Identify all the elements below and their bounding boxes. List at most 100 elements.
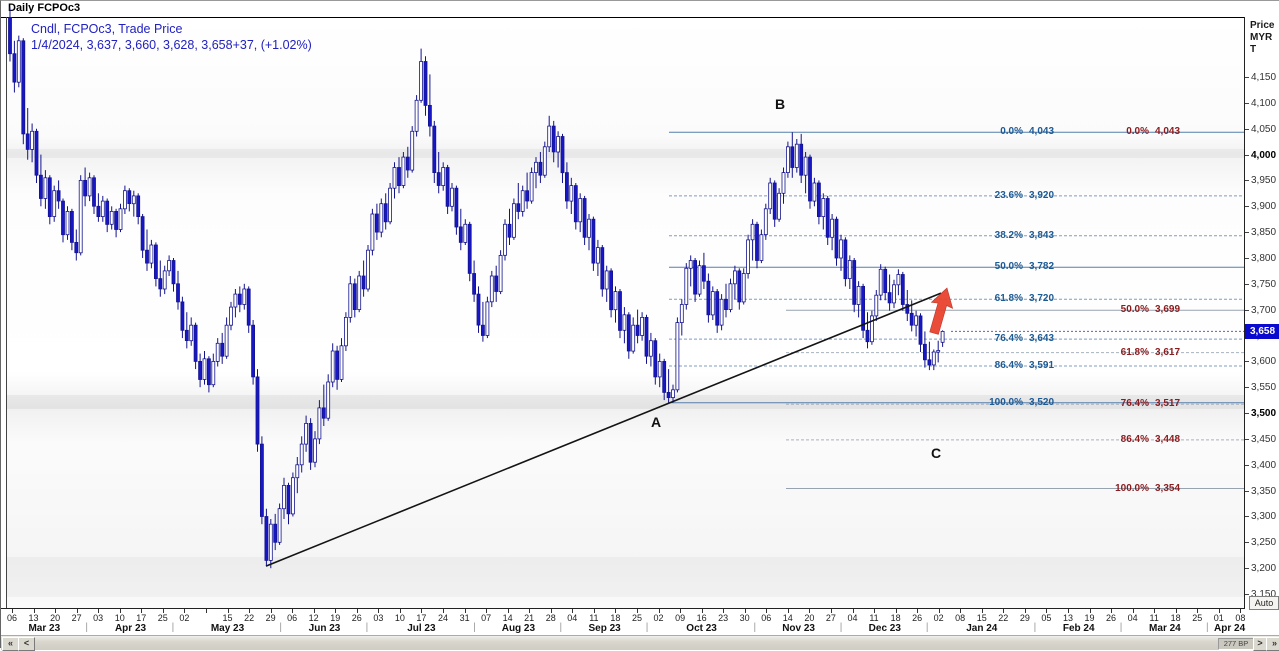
time-tick-mark xyxy=(421,609,423,613)
time-tick-label: 27 xyxy=(825,613,836,623)
time-tick-mark xyxy=(960,609,962,613)
time-tick-label: 15 xyxy=(222,613,233,623)
time-tick-label: 02 xyxy=(653,613,664,623)
shade-band xyxy=(7,557,1244,597)
time-tick-label: 26 xyxy=(912,613,923,623)
price-tick-label: 3,750 xyxy=(1251,279,1277,290)
time-tick-mark xyxy=(550,609,552,613)
price-tick-mark xyxy=(1245,103,1249,104)
time-tick-mark xyxy=(874,609,875,613)
price-tick-mark xyxy=(1245,284,1249,285)
time-tick-label: 06 xyxy=(6,613,17,623)
time-tick-mark xyxy=(529,609,531,613)
time-tick-label: 23 xyxy=(718,613,729,623)
month-separator: | xyxy=(1033,622,1037,633)
price-axis: Price MYR T 4,150 4,100 4,050 4,000 3,950 3,9… xyxy=(1245,17,1279,610)
price-tick-label: 3,900 xyxy=(1251,201,1277,212)
time-tick-label: 21 xyxy=(524,613,535,623)
time-tick-mark xyxy=(486,609,488,613)
time-tick-label: 17 xyxy=(136,613,147,623)
time-tick-mark xyxy=(766,609,768,613)
price-axis-border xyxy=(1244,17,1245,609)
time-tick-mark xyxy=(680,609,682,613)
time-tick-label: 17 xyxy=(416,613,427,623)
time-tick-label: 11 xyxy=(1149,613,1159,623)
time-tick-label: 03 xyxy=(373,613,384,623)
time-tick-mark xyxy=(399,609,401,613)
price-tick-mark xyxy=(1245,206,1249,207)
time-axis: 06 13 20 27 03 10 17 25 02 15 22 29 06 12 19 26 03 10 17 24… xyxy=(1,608,1245,637)
month-separator: | xyxy=(171,622,175,633)
time-tick-mark xyxy=(76,609,78,613)
page-title: Daily FCPOc3 xyxy=(8,2,81,14)
price-tick-label: 4,100 xyxy=(1251,98,1277,109)
scroll-first-button[interactable]: « xyxy=(2,637,19,651)
time-tick-label: 28 xyxy=(545,613,556,623)
trend-line[interactable] xyxy=(265,292,942,567)
price-tick-mark xyxy=(1245,180,1249,181)
time-tick-label: 26 xyxy=(351,613,362,623)
time-tick-mark xyxy=(292,609,294,613)
time-tick-label: 20 xyxy=(804,613,815,623)
price-tick-label: 3,550 xyxy=(1251,382,1277,393)
price-tick-label: 3,400 xyxy=(1251,460,1277,471)
month-separator: | xyxy=(925,622,929,633)
month-label: Apr 24 xyxy=(1214,623,1246,634)
chart-canvas[interactable] xyxy=(1,1,1245,609)
time-tick-mark xyxy=(141,609,143,613)
title-bar: Daily FCPOc3 xyxy=(1,1,1279,18)
price-tick-label: 3,700 xyxy=(1251,305,1277,316)
time-tick-mark xyxy=(55,609,57,613)
price-tick-mark xyxy=(1245,542,1249,543)
time-tick-label: 05 xyxy=(1041,613,1052,623)
time-tick-label: 25 xyxy=(631,613,642,623)
time-tick-mark xyxy=(1046,609,1048,613)
time-tick-mark xyxy=(917,609,919,613)
auto-scale-button[interactable]: Auto xyxy=(1249,596,1279,610)
time-tick-label: 11 xyxy=(869,613,879,623)
time-tick-label: 03 xyxy=(93,613,104,623)
month-label: May 23 xyxy=(210,623,245,634)
time-tick-mark xyxy=(98,609,100,613)
time-tick-mark xyxy=(981,609,983,613)
time-tick-mark xyxy=(464,609,466,613)
time-tick-label: 22 xyxy=(998,613,1009,623)
price-tick-mark xyxy=(1245,129,1249,130)
price-tick-label: 3,850 xyxy=(1251,227,1277,238)
plot-left-border xyxy=(6,17,7,609)
time-tick-mark xyxy=(1003,609,1005,613)
price-tick-label: 3,600 xyxy=(1251,356,1277,367)
time-tick-label: 07 xyxy=(481,613,492,623)
time-tick-mark xyxy=(1154,609,1156,613)
time-tick-mark xyxy=(335,609,337,613)
scroll-prev-button[interactable]: < xyxy=(18,637,35,651)
price-tick-label: 3,800 xyxy=(1251,253,1277,264)
scroll-next-button[interactable]: > xyxy=(1253,637,1267,651)
scroll-last-button[interactable]: » xyxy=(1266,637,1279,651)
time-tick-mark xyxy=(249,609,251,613)
price-tick-label: 3,200 xyxy=(1251,563,1277,574)
time-tick-mark xyxy=(830,609,832,613)
price-tick-label: 3,450 xyxy=(1251,434,1277,445)
time-tick-label: 04 xyxy=(1127,613,1138,623)
time-tick-mark xyxy=(270,609,272,613)
fib-retracement-primary[interactable] xyxy=(669,131,1244,404)
price-tick-mark xyxy=(1245,310,1249,311)
price-tick-label: 3,150 xyxy=(1251,589,1277,600)
time-tick-mark xyxy=(637,609,638,613)
time-tick-label: 04 xyxy=(847,613,858,623)
time-tick-label: 08 xyxy=(955,613,966,623)
price-tick-mark xyxy=(1245,361,1249,362)
time-tick-label: 30 xyxy=(739,613,750,623)
month-label: Jun 23 xyxy=(308,623,341,634)
red-up-arrow[interactable] xyxy=(923,285,957,336)
time-tick-mark xyxy=(1111,609,1112,613)
time-tick-mark xyxy=(701,609,703,613)
month-separator: | xyxy=(1119,622,1123,633)
scrollbar-range-badge: 277 BP xyxy=(1218,638,1254,650)
price-tick-label: 3,500 xyxy=(1251,408,1277,419)
time-tick-mark xyxy=(12,609,13,613)
time-tick-mark xyxy=(938,609,940,613)
plot-background xyxy=(7,18,1244,608)
time-tick-label: 18 xyxy=(890,613,901,623)
